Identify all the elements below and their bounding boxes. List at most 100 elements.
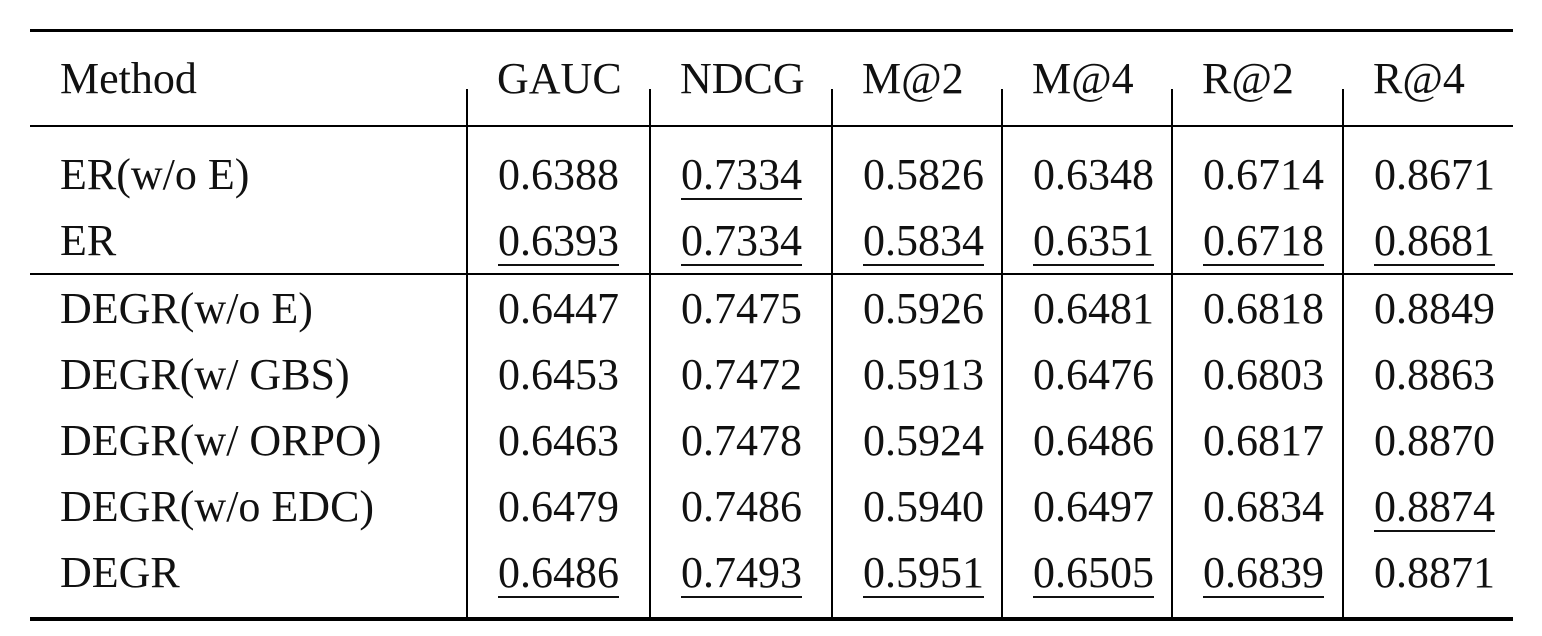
value: 0.5926 bbox=[863, 283, 984, 333]
cell: 0.6818 bbox=[1171, 274, 1343, 341]
row: DEGR(w/ GBS) 0.6453 0.7472 0.5913 0.6476 0.68… bbox=[30, 341, 1513, 407]
cell: 0.6718 bbox=[1171, 207, 1343, 274]
cell: 0.8849 bbox=[1342, 274, 1513, 341]
cell: 0.6834 bbox=[1171, 473, 1343, 539]
value: 0.7334 bbox=[681, 215, 802, 265]
row: ER 0.6393 0.7334 0.5834 0.6351 0.6718 0.8681 bbox=[30, 207, 1513, 274]
cell: 0.6486 bbox=[466, 539, 650, 619]
value: 0.8849 bbox=[1374, 283, 1495, 333]
value: 0.8874 bbox=[1374, 481, 1495, 531]
cell: ER bbox=[60, 215, 117, 265]
value: 0.6834 bbox=[1203, 481, 1324, 531]
value: 0.6497 bbox=[1033, 481, 1154, 531]
header-cell: GAUC bbox=[466, 31, 650, 127]
value: 0.6714 bbox=[1203, 149, 1324, 199]
cell: 0.8874 bbox=[1342, 473, 1513, 539]
cell: 0.7475 bbox=[649, 274, 832, 341]
value: 0.8671 bbox=[1374, 149, 1495, 199]
value: 0.5940 bbox=[863, 481, 984, 531]
cell: 0.6463 bbox=[466, 407, 650, 473]
value: 0.5913 bbox=[863, 349, 984, 399]
cell: 0.5834 bbox=[831, 207, 1002, 274]
cell: DEGR(w/ ORPO) bbox=[60, 415, 382, 465]
cell: 0.7334 bbox=[649, 126, 832, 207]
cell: 0.8671 bbox=[1342, 126, 1513, 207]
row: DEGR(w/ ORPO) 0.6463 0.7478 0.5924 0.6486 0.6… bbox=[30, 407, 1513, 473]
header-cell: R@2 bbox=[1171, 31, 1343, 127]
header-cell: NDCG bbox=[649, 31, 832, 127]
row: DEGR(w/o EDC) 0.6479 0.7486 0.5940 0.6497 0.6… bbox=[30, 473, 1513, 539]
cell: 0.6714 bbox=[1171, 126, 1343, 207]
value: 0.6486 bbox=[1033, 415, 1154, 465]
value: 0.6388 bbox=[498, 149, 619, 199]
value: 0.7478 bbox=[681, 415, 802, 465]
cell: 0.7493 bbox=[649, 539, 832, 619]
cell: 0.5926 bbox=[831, 274, 1002, 341]
cell: 0.6388 bbox=[466, 126, 650, 207]
cell: 0.7486 bbox=[649, 473, 832, 539]
header-cell: M@2 bbox=[831, 31, 1002, 127]
cell: 0.6476 bbox=[1001, 341, 1172, 407]
row: ER(w/o E) 0.6388 0.7334 0.5826 0.6348 0.6714 0… bbox=[30, 126, 1513, 207]
cell: 0.5924 bbox=[831, 407, 1002, 473]
cell: 0.5913 bbox=[831, 341, 1002, 407]
value: 0.6486 bbox=[498, 547, 619, 597]
header-row: Method GAUC NDCG M@2 M@4 R@2 R@4 bbox=[30, 30, 1513, 127]
cell: 0.5951 bbox=[831, 539, 1002, 619]
value: 0.6479 bbox=[498, 481, 619, 531]
value: 0.8863 bbox=[1374, 349, 1495, 399]
cell: 0.6486 bbox=[1001, 407, 1172, 473]
cell: 0.6505 bbox=[1001, 539, 1172, 619]
cell: 0.5940 bbox=[831, 473, 1002, 539]
value: 0.6351 bbox=[1033, 215, 1154, 265]
cell: 0.7334 bbox=[649, 207, 832, 274]
value: 0.6505 bbox=[1033, 547, 1154, 597]
value: 0.8870 bbox=[1374, 415, 1495, 465]
value: 0.5924 bbox=[863, 415, 984, 465]
cell: 0.6817 bbox=[1171, 407, 1343, 473]
cell: 0.8681 bbox=[1342, 207, 1513, 274]
value: 0.8681 bbox=[1374, 215, 1495, 265]
results-table: Method GAUC NDCG M@2 M@4 R@2 R@4 ER(w/o … bbox=[30, 29, 1513, 621]
value: 0.6803 bbox=[1203, 349, 1324, 399]
value: 0.6348 bbox=[1033, 149, 1154, 199]
value: 0.5826 bbox=[863, 149, 984, 199]
cell: 0.7478 bbox=[649, 407, 832, 473]
value: 0.6481 bbox=[1033, 283, 1154, 333]
value: 0.5951 bbox=[863, 547, 984, 597]
cell: DEGR(w/o EDC) bbox=[60, 481, 375, 531]
value: 0.7475 bbox=[681, 283, 802, 333]
cell: 0.6393 bbox=[466, 207, 650, 274]
value: 0.8871 bbox=[1374, 547, 1495, 597]
cell: ER(w/o E) bbox=[60, 149, 250, 199]
cell: DEGR bbox=[60, 547, 180, 597]
value: 0.6818 bbox=[1203, 283, 1324, 333]
cell: 0.6351 bbox=[1001, 207, 1172, 274]
cell: DEGR(w/o E) bbox=[60, 283, 313, 333]
value: 0.7334 bbox=[681, 149, 802, 199]
cell: 0.5826 bbox=[831, 126, 1002, 207]
value: 0.6817 bbox=[1203, 415, 1324, 465]
value: 0.5834 bbox=[863, 215, 984, 265]
value: 0.6447 bbox=[498, 283, 619, 333]
cell: 0.6481 bbox=[1001, 274, 1172, 341]
cell: 0.6348 bbox=[1001, 126, 1172, 207]
value: 0.6476 bbox=[1033, 349, 1154, 399]
cell: 0.8870 bbox=[1342, 407, 1513, 473]
row: DEGR 0.6486 0.7493 0.5951 0.6505 0.6839 0.8871 bbox=[30, 539, 1513, 619]
cell: 0.6447 bbox=[466, 274, 650, 341]
cell: 0.6453 bbox=[466, 341, 650, 407]
value: 0.6718 bbox=[1203, 215, 1324, 265]
value: 0.7493 bbox=[681, 547, 802, 597]
header-cell: M@4 bbox=[1001, 31, 1172, 127]
value: 0.6463 bbox=[498, 415, 619, 465]
value: 0.7472 bbox=[681, 349, 802, 399]
cell: 0.8871 bbox=[1342, 539, 1513, 619]
cell: 0.6839 bbox=[1171, 539, 1343, 619]
header-cell: Method bbox=[60, 54, 197, 103]
value: 0.6393 bbox=[498, 215, 619, 265]
cell: DEGR(w/ GBS) bbox=[60, 349, 350, 399]
cell: 0.6497 bbox=[1001, 473, 1172, 539]
cell: 0.7472 bbox=[649, 341, 832, 407]
cell: 0.6479 bbox=[466, 473, 650, 539]
